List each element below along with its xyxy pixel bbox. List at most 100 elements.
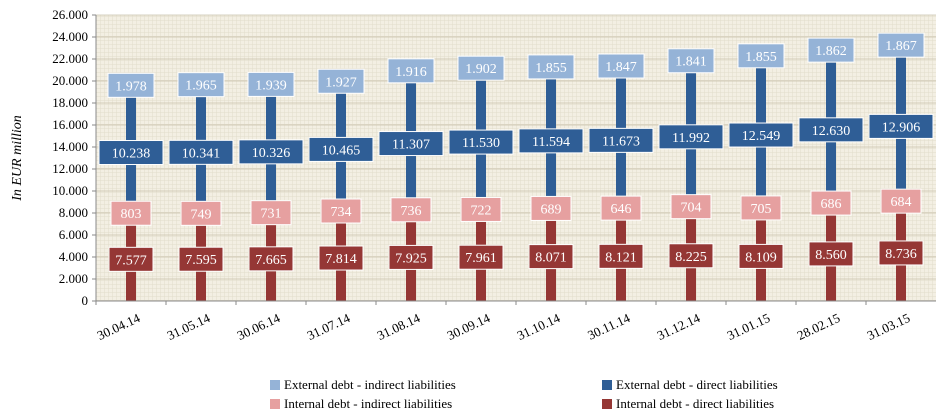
data-label-box xyxy=(248,246,294,272)
y-tick-label: 6.000 xyxy=(59,227,88,242)
x-tick-label: 30.06.14 xyxy=(235,310,283,343)
x-tick-label: 30.04.14 xyxy=(95,310,143,343)
data-label-box xyxy=(320,198,362,224)
data-label-box xyxy=(458,244,504,270)
data-label: 7.925 xyxy=(395,251,427,266)
data-label-box xyxy=(238,139,304,165)
y-tick-label: 24.000 xyxy=(52,29,88,44)
data-label: 1.867 xyxy=(885,39,917,54)
y-tick-label: 2.000 xyxy=(59,271,88,286)
data-label: 1.939 xyxy=(255,78,287,93)
data-label-box xyxy=(738,243,784,269)
data-label-box xyxy=(598,243,644,269)
x-tick-label: 31.01.15 xyxy=(725,310,773,343)
x-tick-label: 31.12.14 xyxy=(655,310,703,343)
data-label-box xyxy=(180,200,222,226)
data-label: 1.855 xyxy=(745,50,777,65)
y-tick-label: 12.000 xyxy=(52,161,88,176)
data-label-box xyxy=(247,71,295,97)
y-tick-label: 20.000 xyxy=(52,73,88,88)
data-label: 1.978 xyxy=(115,79,147,94)
data-label: 1.855 xyxy=(535,61,567,76)
data-label-box xyxy=(518,128,584,154)
data-label-box xyxy=(588,127,654,153)
legend-swatch xyxy=(270,399,280,409)
data-label-box xyxy=(388,244,434,270)
data-label: 1.841 xyxy=(675,55,707,70)
legend-item-internal-indirect: Internal debt - indirect liabilities xyxy=(270,396,452,412)
data-label: 8.560 xyxy=(815,248,847,263)
data-label-box xyxy=(107,72,155,98)
data-label: 12.630 xyxy=(812,124,851,139)
legend-item-external-direct: External debt - direct liabilities xyxy=(602,377,778,393)
data-label: 8.109 xyxy=(745,250,777,265)
data-label: 7.665 xyxy=(255,253,287,268)
data-label-box xyxy=(527,54,575,80)
data-label-box xyxy=(667,48,715,74)
plot-area-background xyxy=(96,15,936,301)
data-label: 646 xyxy=(611,202,632,217)
data-label: 1.927 xyxy=(325,75,357,90)
data-label: 12.549 xyxy=(742,129,781,144)
legend-item-external-indirect: External debt - indirect liabilities xyxy=(270,377,456,393)
data-label: 731 xyxy=(261,207,282,222)
legend-label: External debt - indirect liabilities xyxy=(284,377,456,392)
y-tick-label: 26.000 xyxy=(52,7,88,22)
legend-label: External debt - direct liabilities xyxy=(616,377,778,392)
data-label: 1.916 xyxy=(395,65,427,80)
data-label: 1.862 xyxy=(815,44,847,59)
data-label-box xyxy=(378,131,444,157)
data-label: 722 xyxy=(471,203,492,218)
data-label-box xyxy=(457,55,505,81)
x-tick-label: 28.02.15 xyxy=(795,310,843,343)
data-label-box xyxy=(668,243,714,269)
data-label-box xyxy=(177,72,225,98)
data-label: 684 xyxy=(891,195,912,210)
data-label: 736 xyxy=(401,204,422,219)
data-label-box xyxy=(317,68,365,94)
x-tick-label: 31.05.14 xyxy=(165,310,213,343)
data-label: 705 xyxy=(751,202,772,217)
y-tick-label: 16.000 xyxy=(52,117,88,132)
data-label-box xyxy=(98,140,164,166)
legend-swatch xyxy=(270,380,280,390)
data-label-box xyxy=(530,195,572,221)
data-label-box xyxy=(798,117,864,143)
x-tick-label: 31.08.14 xyxy=(375,310,423,343)
data-label-box xyxy=(880,188,922,214)
data-label: 1.965 xyxy=(185,79,217,94)
data-label-box xyxy=(740,195,782,221)
data-label: 10.341 xyxy=(182,146,221,161)
data-label: 11.530 xyxy=(462,136,500,151)
y-tick-label: 14.000 xyxy=(52,139,88,154)
data-label: 7.595 xyxy=(185,253,217,268)
data-label: 11.307 xyxy=(392,138,430,153)
y-tick-label: 0 xyxy=(82,293,89,308)
data-label-box xyxy=(868,113,934,139)
data-label-box xyxy=(670,194,712,220)
y-tick-label: 8.000 xyxy=(59,205,88,220)
x-tick-label: 31.10.14 xyxy=(515,310,563,343)
legend-label: Internal debt - indirect liabilities xyxy=(284,396,453,411)
y-axis-title: In EUR million xyxy=(10,115,25,202)
data-label-box xyxy=(658,124,724,150)
legend-swatch xyxy=(602,380,612,390)
data-label-box xyxy=(318,245,364,271)
x-tick-label: 31.03.15 xyxy=(865,310,913,343)
x-tick-label: 30.11.14 xyxy=(585,310,633,343)
data-label: 11.673 xyxy=(602,134,640,149)
data-label: 10.465 xyxy=(322,143,361,158)
data-label-box xyxy=(737,43,785,69)
data-label: 689 xyxy=(541,202,562,217)
data-label-box xyxy=(448,129,514,155)
data-label-box xyxy=(878,240,924,266)
data-label-box xyxy=(390,197,432,223)
data-label: 10.326 xyxy=(252,146,291,161)
y-tick-label: 4.000 xyxy=(59,249,88,264)
legend-item-internal-direct: Internal debt - direct liabilities xyxy=(602,396,774,412)
data-label: 7.814 xyxy=(325,252,357,267)
data-label: 1.902 xyxy=(465,62,497,77)
data-label-box xyxy=(877,32,925,58)
data-label: 686 xyxy=(821,197,842,212)
